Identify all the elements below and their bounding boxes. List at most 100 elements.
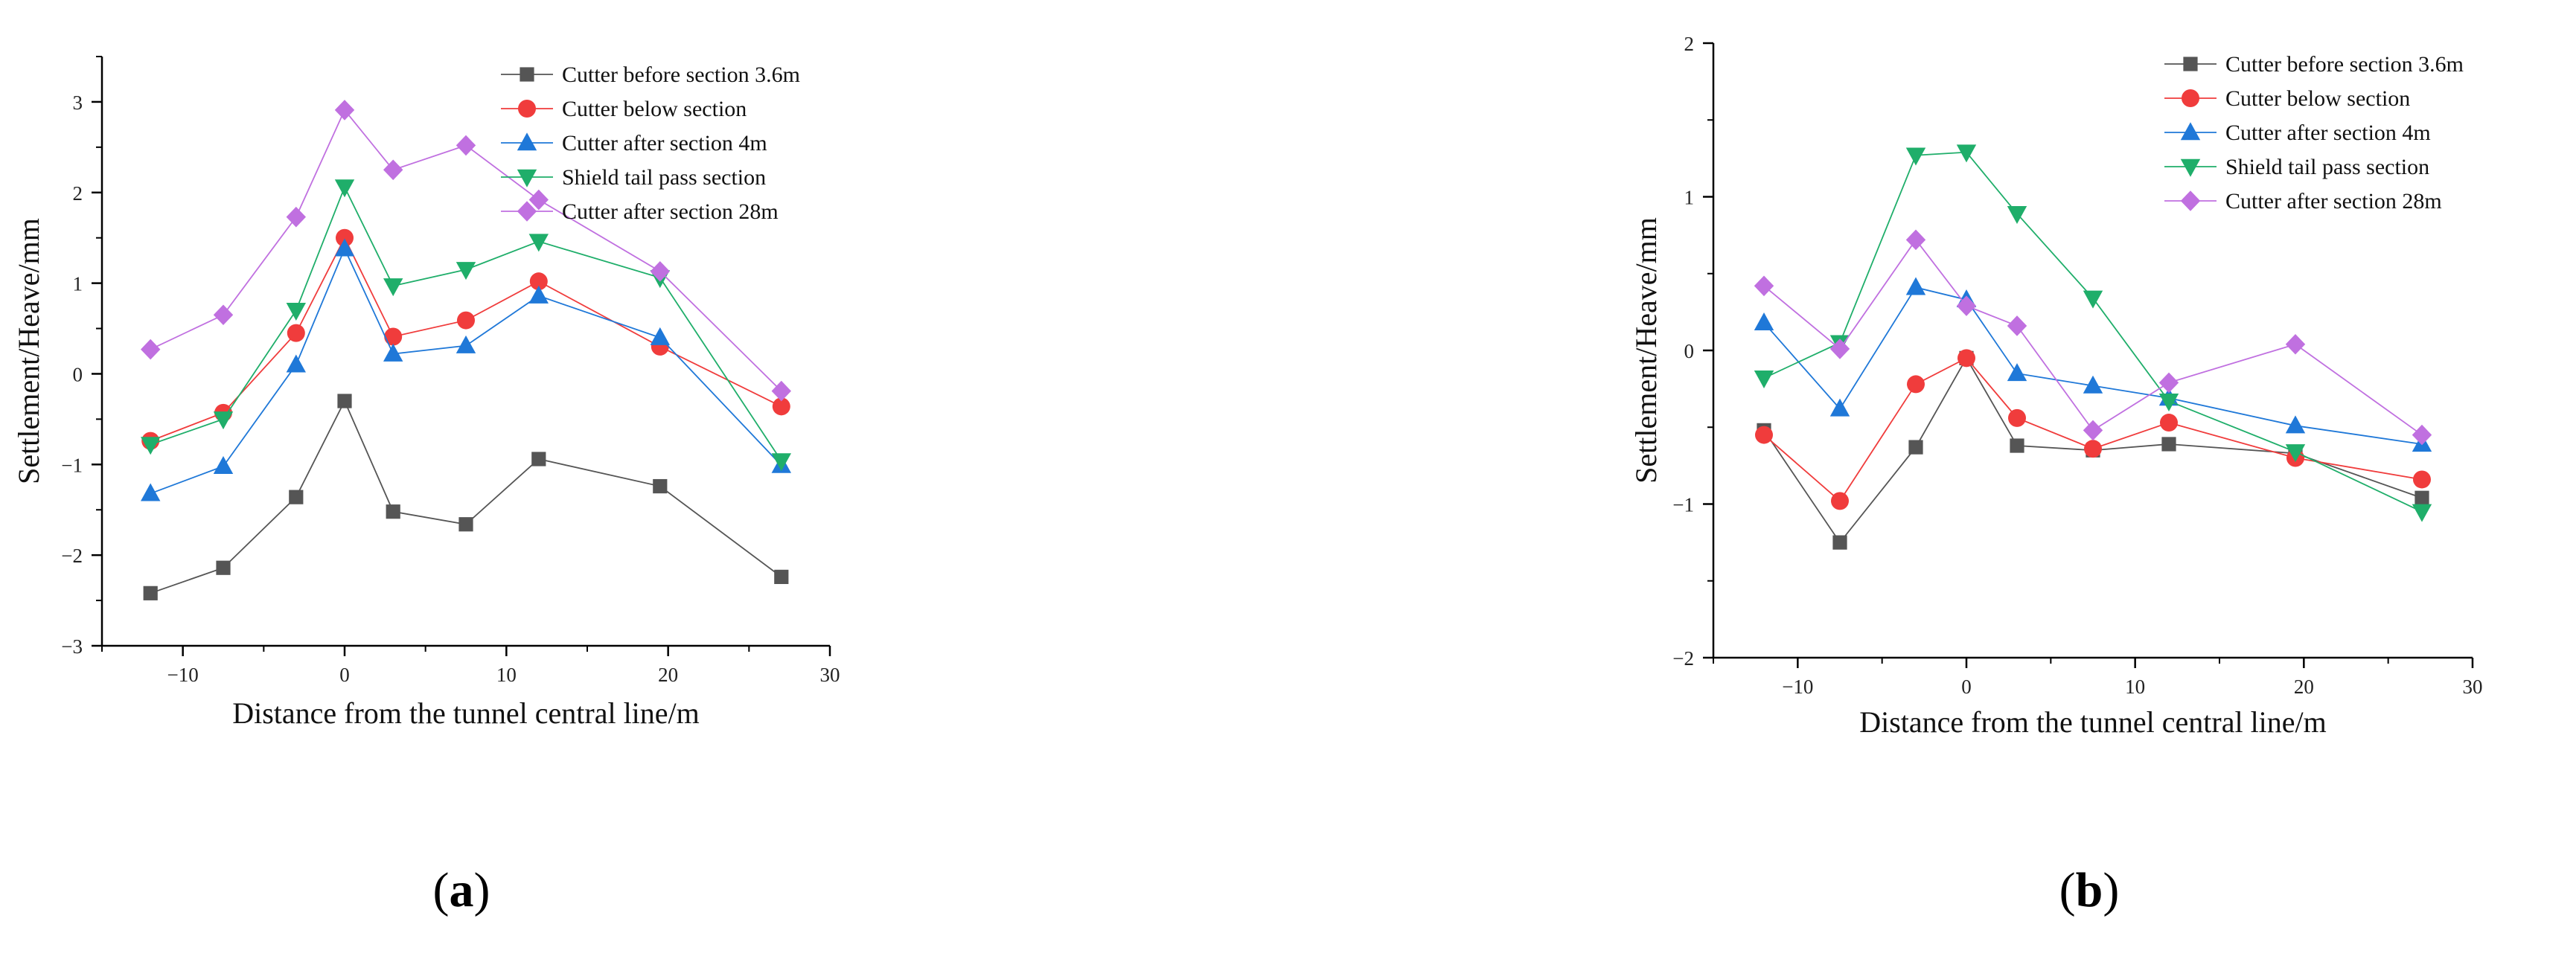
y-tick-label: −3 — [61, 635, 83, 658]
data-point — [456, 135, 476, 156]
data-point — [528, 285, 549, 304]
data-point — [337, 394, 352, 408]
y-tick-label: 1 — [73, 273, 83, 295]
data-point — [2285, 333, 2306, 355]
data-point — [531, 452, 546, 466]
data-point — [384, 327, 403, 346]
data-point — [2007, 206, 2027, 225]
data-point — [1956, 144, 1977, 163]
data-point — [2083, 420, 2103, 441]
data-point — [650, 260, 670, 282]
legend-label: Cutter after section 4m — [562, 131, 767, 155]
data-point — [2158, 372, 2179, 394]
data-point — [1905, 147, 1926, 166]
data-point — [771, 453, 791, 472]
data-point — [1905, 277, 1926, 295]
data-point — [2412, 504, 2432, 522]
data-point — [143, 586, 158, 600]
data-point — [458, 517, 473, 532]
data-point — [456, 262, 476, 280]
x-tick-label: 10 — [496, 664, 517, 686]
y-tick-label: 1 — [1684, 187, 1695, 209]
data-point — [1832, 535, 1847, 550]
legend-item: Cutter before section 3.6m — [2164, 52, 2464, 77]
data-point — [383, 278, 403, 297]
x-tick-label: 30 — [820, 664, 840, 686]
x-tick-label: 20 — [658, 664, 678, 686]
x-tick-label: 0 — [339, 664, 350, 686]
legend-item: Shield tail pass section — [2164, 155, 2429, 179]
data-point — [1905, 229, 1926, 251]
data-point — [2010, 438, 2024, 453]
legend-item: Cutter before section 3.6m — [501, 62, 800, 87]
data-point — [141, 339, 161, 360]
x-tick-label: 30 — [2463, 676, 2483, 698]
data-point — [286, 206, 306, 228]
data-point — [2160, 414, 2178, 432]
data-point — [1908, 440, 1923, 455]
legend-marker — [2183, 57, 2198, 71]
data-point — [1907, 375, 1925, 394]
data-point — [141, 437, 161, 455]
data-point — [336, 228, 354, 247]
data-point — [2084, 440, 2102, 458]
data-point — [2158, 393, 2179, 411]
data-point — [650, 327, 670, 345]
data-point — [1957, 349, 1975, 368]
data-point — [1829, 398, 1850, 417]
legend-item: Cutter after section 4m — [501, 131, 767, 155]
data-point — [289, 490, 304, 504]
data-point — [1754, 312, 1774, 331]
data-point — [141, 483, 161, 501]
x-tick-label: 0 — [1961, 676, 1972, 698]
x-axis-title: Distance from the tunnel central line/m — [1859, 705, 2327, 739]
legend: Cutter before section 3.6m Cutter below s… — [501, 62, 800, 224]
legend-item: Cutter after section 28m — [501, 199, 779, 224]
data-point — [287, 324, 305, 342]
data-point — [334, 100, 355, 121]
legend-item: Cutter after section 28m — [2164, 189, 2442, 214]
data-point — [383, 159, 403, 181]
legend-label: Cutter below section — [2225, 86, 2410, 111]
data-point — [1754, 370, 1774, 388]
data-point — [334, 238, 355, 257]
x-tick-label: −10 — [167, 664, 199, 686]
y-tick-label: 3 — [73, 92, 83, 114]
data-point — [386, 504, 400, 519]
panel-label-a: (a) — [433, 863, 490, 917]
data-point — [653, 478, 668, 494]
legend-item: Shield tail pass section — [501, 165, 766, 190]
data-point — [213, 411, 234, 430]
x-tick-label: 10 — [2125, 676, 2145, 698]
y-tick-label: −1 — [1672, 494, 1694, 516]
data-point — [1956, 295, 1977, 316]
y-tick-label: 2 — [1684, 33, 1695, 55]
data-point — [1831, 492, 1849, 510]
legend-label: Cutter after section 28m — [562, 199, 779, 224]
series-line — [1763, 238, 2423, 436]
legend-label: Shield tail pass section — [2225, 155, 2429, 179]
data-point — [2285, 444, 2306, 463]
series-1 — [143, 394, 789, 600]
legend-marker — [518, 100, 536, 118]
y-axis-title: Settlement/Heave/mm — [1629, 217, 1663, 484]
data-point — [2007, 363, 2027, 382]
y-tick-label: −2 — [1672, 647, 1694, 670]
y-tick-label: −1 — [61, 454, 83, 476]
legend-marker — [2180, 190, 2201, 211]
data-point — [772, 397, 790, 416]
data-point — [286, 302, 306, 321]
legend-marker — [517, 201, 537, 222]
y-tick-label: 0 — [73, 363, 83, 385]
legend-label: Cutter after section 28m — [2225, 189, 2442, 214]
legend-label: Cutter before section 3.6m — [2225, 52, 2464, 77]
y-tick-label: −2 — [61, 545, 83, 567]
data-point — [528, 234, 549, 252]
legend-label: Cutter below section — [562, 97, 747, 121]
legend-marker — [2180, 122, 2201, 141]
legend-marker — [520, 67, 534, 82]
data-point — [213, 304, 234, 326]
series-4 — [1754, 144, 2432, 522]
